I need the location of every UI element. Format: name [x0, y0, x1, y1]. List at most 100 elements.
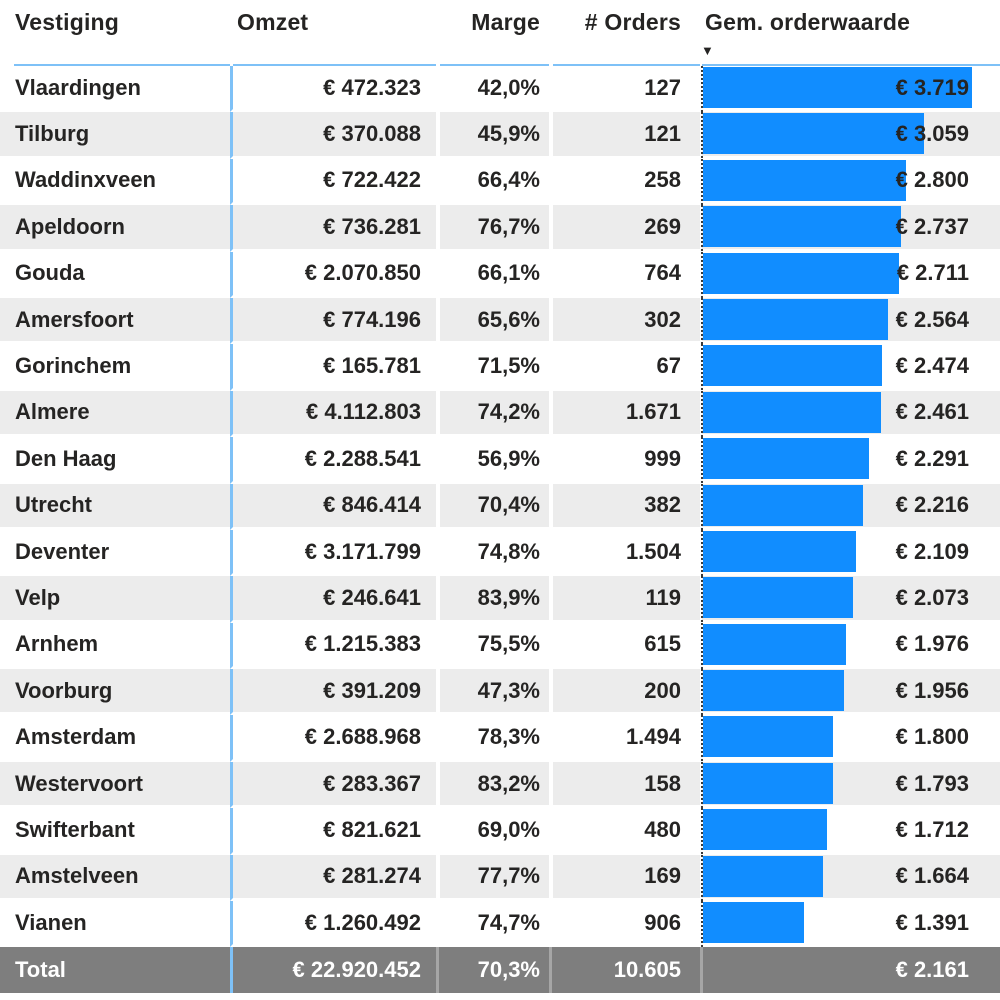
- cell-omzet: € 281.274: [230, 854, 436, 902]
- cell-omzet: € 2.288.541: [230, 437, 436, 484]
- table-header: Vestiging Omzet Marge # Orders Gem. orde…: [0, 0, 1000, 66]
- table-row[interactable]: Almere € 4.112.803 74,2% 1.671 € 2.461: [0, 390, 1000, 438]
- cell-vestiging: Deventer: [0, 529, 230, 577]
- cell-omzet: € 165.781: [230, 344, 436, 391]
- cell-marge: 74,7%: [436, 901, 549, 948]
- cell-avg-order-value-text: € 1.800: [895, 724, 969, 750]
- cell-omzet: € 774.196: [230, 297, 436, 345]
- data-bar: [703, 762, 833, 804]
- cell-marge: 56,9%: [436, 437, 549, 484]
- cell-avg-order-value-text: € 1.712: [895, 816, 969, 842]
- table-row[interactable]: Westervoort € 283.367 83,2% 158 € 1.793: [0, 761, 1000, 809]
- table-row[interactable]: Apeldoorn € 736.281 76,7% 269 € 2.737: [0, 205, 1000, 252]
- column-header-orders[interactable]: # Orders: [549, 0, 700, 66]
- cell-vestiging: Den Haag: [0, 437, 230, 484]
- cell-avg-order-value-text: € 1.956: [895, 677, 969, 703]
- cell-avg-order-value: € 2.737: [700, 205, 1000, 252]
- table-row[interactable]: Vianen € 1.260.492 74,7% 906 € 1.391: [0, 901, 1000, 948]
- cell-orders: 999: [549, 437, 700, 484]
- table-row[interactable]: Velp € 246.641 83,9% 119 € 2.073: [0, 576, 1000, 623]
- data-bar-axis: [701, 437, 703, 484]
- cell-orders: 615: [549, 622, 700, 670]
- data-bar: [703, 159, 906, 201]
- table-row[interactable]: Vlaardingen € 472.323 42,0% 127 € 3.719: [0, 66, 1000, 113]
- cell-marge: 83,9%: [436, 576, 549, 623]
- data-bar: [703, 623, 846, 665]
- data-bar: [703, 391, 881, 433]
- cell-orders: 127: [549, 66, 700, 113]
- cell-omzet: € 736.281: [230, 205, 436, 252]
- cell-omzet: € 370.088: [230, 112, 436, 159]
- cell-omzet: € 722.422: [230, 158, 436, 206]
- data-bar-axis: [701, 669, 703, 716]
- cell-omzet: € 2.688.968: [230, 715, 436, 762]
- cell-orders: 119: [549, 576, 700, 623]
- table-row[interactable]: Amersfoort € 774.196 65,6% 302 € 2.564: [0, 297, 1000, 345]
- cell-marge: 47,3%: [436, 669, 549, 716]
- table-row[interactable]: Utrecht € 846.414 70,4% 382 € 2.216: [0, 483, 1000, 530]
- cell-omzet: € 846.414: [230, 483, 436, 530]
- cell-omzet: € 1.260.492: [230, 901, 436, 948]
- table-row[interactable]: Amsterdam € 2.688.968 78,3% 1.494 € 1.80…: [0, 715, 1000, 762]
- column-header-marge[interactable]: Marge: [436, 0, 549, 66]
- table-row[interactable]: Arnhem € 1.215.383 75,5% 615 € 1.976: [0, 622, 1000, 670]
- cell-avg-order-value: € 2.800: [700, 158, 1000, 206]
- cell-marge: 74,2%: [436, 390, 549, 438]
- table-row[interactable]: Amstelveen € 281.274 77,7% 169 € 1.664: [0, 854, 1000, 902]
- cell-omzet: € 391.209: [230, 669, 436, 716]
- table-row[interactable]: Gorinchem € 165.781 71,5% 67 € 2.474: [0, 344, 1000, 391]
- data-bar: [703, 577, 853, 619]
- cell-avg-order-value: € 3.059: [700, 112, 1000, 159]
- cell-vestiging: Gouda: [0, 251, 230, 298]
- table-row[interactable]: Swifterbant € 821.621 69,0% 480 € 1.712: [0, 808, 1000, 855]
- cell-orders: 480: [549, 808, 700, 855]
- table-row[interactable]: Tilburg € 370.088 45,9% 121 € 3.059: [0, 112, 1000, 159]
- cell-avg-order-value: € 1.800: [700, 715, 1000, 762]
- cell-orders: 302: [549, 297, 700, 345]
- cell-marge: 71,5%: [436, 344, 549, 391]
- data-bar-axis: [701, 390, 703, 438]
- cell-vestiging: Amstelveen: [0, 854, 230, 902]
- table-row[interactable]: Voorburg € 391.209 47,3% 200 € 1.956: [0, 669, 1000, 716]
- data-bar-axis: [701, 158, 703, 206]
- data-bar-axis: [701, 622, 703, 670]
- cell-vestiging: Amersfoort: [0, 297, 230, 345]
- cell-avg-order-value-text: € 2.073: [895, 584, 969, 610]
- cell-avg-order-value-text: € 1.976: [895, 631, 969, 657]
- cell-omzet: € 3.171.799: [230, 529, 436, 577]
- cell-avg-order-value-text: € 2.216: [895, 492, 969, 518]
- table-row[interactable]: Waddinxveen € 722.422 66,4% 258 € 2.800: [0, 158, 1000, 206]
- table-row[interactable]: Den Haag € 2.288.541 56,9% 999 € 2.291: [0, 437, 1000, 484]
- cell-vestiging: Arnhem: [0, 622, 230, 670]
- cell-avg-order-value-text: € 2.474: [895, 353, 969, 379]
- cell-marge: 69,0%: [436, 808, 549, 855]
- cell-orders: 764: [549, 251, 700, 298]
- column-header-omzet[interactable]: Omzet: [230, 0, 436, 66]
- total-row: Total € 22.920.452 70,3% 10.605 € 2.161: [0, 947, 1000, 993]
- cell-avg-order-value: € 2.564: [700, 297, 1000, 345]
- sort-descending-icon[interactable]: ▼: [701, 43, 714, 58]
- cell-avg-order-value-text: € 2.564: [895, 306, 969, 332]
- cell-avg-order-value-text: € 3.719: [895, 74, 969, 100]
- cell-avg-order-value: € 2.216: [700, 483, 1000, 530]
- cell-vestiging: Tilburg: [0, 112, 230, 159]
- cell-marge: 76,7%: [436, 205, 549, 252]
- cell-avg-order-value: € 1.956: [700, 669, 1000, 716]
- column-header-gem-orderwaarde[interactable]: Gem. orderwaarde: [700, 0, 1000, 66]
- cell-vestiging: Amsterdam: [0, 715, 230, 762]
- data-bar-axis: [701, 66, 703, 113]
- cell-marge: 66,1%: [436, 251, 549, 298]
- column-header-vestiging[interactable]: Vestiging: [14, 0, 230, 66]
- table-row[interactable]: Deventer € 3.171.799 74,8% 1.504 € 2.109: [0, 529, 1000, 577]
- cell-marge: 74,8%: [436, 529, 549, 577]
- cell-orders: 169: [549, 854, 700, 902]
- total-omzet: € 22.920.452: [230, 947, 436, 993]
- data-bar: [703, 902, 804, 944]
- table-row[interactable]: Gouda € 2.070.850 66,1% 764 € 2.711: [0, 251, 1000, 298]
- cell-orders: 269: [549, 205, 700, 252]
- data-bar: [703, 855, 823, 897]
- cell-avg-order-value: € 1.712: [700, 808, 1000, 855]
- cell-vestiging: Velp: [0, 576, 230, 623]
- data-bar: [703, 670, 844, 712]
- data-bar-axis: [701, 297, 703, 345]
